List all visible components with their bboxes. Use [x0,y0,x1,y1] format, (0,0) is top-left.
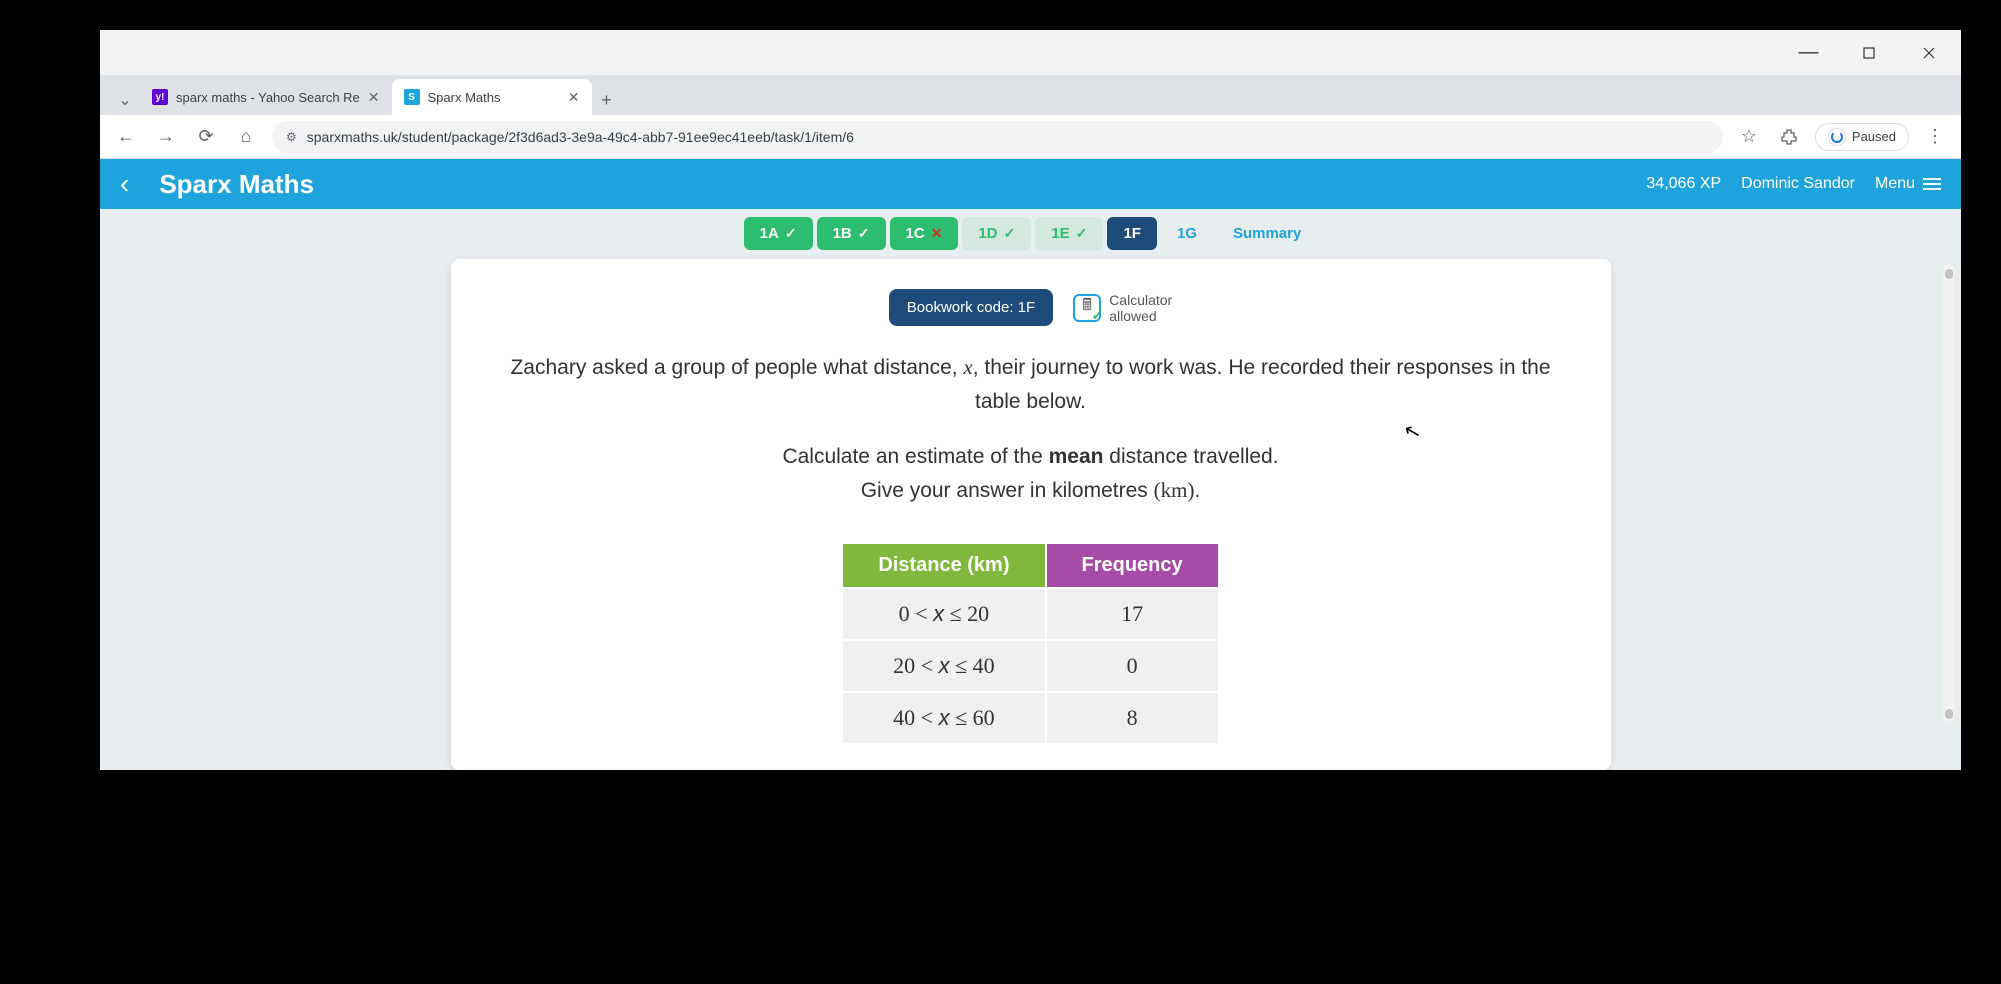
bookwork-row: Bookwork code: 1F ✓ Calculator allowed [491,289,1571,326]
frequency-cell: 0 [1046,640,1219,692]
task-tab-label: 1F [1123,225,1141,242]
window-minimize-button[interactable]: — [1786,38,1831,68]
new-tab-button[interactable]: + [592,85,622,115]
sparx-back-button[interactable]: ‹ [120,168,129,200]
question-fragment: . [1194,479,1200,502]
frequency-cell: 17 [1046,588,1219,640]
browser-menu-button[interactable]: ⋮ [1921,123,1949,151]
task-tab-label: 1B [833,225,852,242]
task-tab-label: 1C [906,225,925,242]
calculator-allowed-chip: ✓ Calculator allowed [1073,292,1172,324]
task-tab-label: Summary [1233,225,1301,242]
paused-label: Paused [1852,129,1896,144]
task-navigation: 1A ✓ 1B ✓ 1C ✕ 1D ✓ 1E ✓ 1F 1G Summary [744,217,1318,250]
browser-tab-sparx[interactable]: S Sparx Maths ✕ [392,79,592,115]
nav-reload-button[interactable]: ⟳ [192,123,220,151]
question-fragment: , their journey to work was. He recorded… [973,356,1551,413]
question-fragment: distance travelled. [1103,445,1278,468]
task-tab-1a[interactable]: 1A ✓ [744,217,813,250]
task-tab-label: 1E [1051,225,1069,242]
content-area: 1A ✓ 1B ✓ 1C ✕ 1D ✓ 1E ✓ 1F 1G Summary ↖ Bookwork co… [100,209,1961,770]
check-icon: ✓ [858,225,870,242]
task-tab-1f[interactable]: 1F [1107,217,1157,250]
check-icon: ✓ [1076,225,1088,242]
url-bar: ← → ⟳ ⌂ ⚙ sparxmaths.uk/student/package/… [100,115,1961,159]
question-unit: (km) [1154,478,1195,502]
distance-cell: 40 < x ≤ 60 [842,692,1045,744]
yahoo-favicon-icon: y! [152,89,168,105]
profile-paused-chip[interactable]: Paused [1815,123,1909,151]
task-tab-summary[interactable]: Summary [1217,217,1317,250]
nav-home-button[interactable]: ⌂ [232,123,260,151]
url-text: sparxmaths.uk/student/package/2f3d6ad3-3… [307,129,854,145]
question-fragment: Calculate an estimate of the [782,445,1048,468]
scrollbar[interactable] [1943,264,1955,724]
tab-strip: ⌄ y! sparx maths - Yahoo Search Re ✕ S S… [100,75,1961,115]
browser-tab-yahoo[interactable]: y! sparx maths - Yahoo Search Re ✕ [140,79,392,115]
browser-window: — ⌄ y! sparx maths - Yahoo Search Re ✕ S… [100,30,1961,770]
tab-close-button[interactable]: ✕ [568,89,580,106]
task-tab-label: 1A [760,225,779,242]
calculator-label-1: Calculator [1109,292,1172,308]
task-tab-label: 1G [1177,225,1197,242]
bookmark-star-icon[interactable]: ☆ [1735,123,1763,151]
frequency-cell: 8 [1046,692,1219,744]
window-maximize-button[interactable] [1846,38,1891,68]
table-row: 20 < x ≤ 400 [842,640,1218,692]
url-input[interactable]: ⚙ sparxmaths.uk/student/package/2f3d6ad3… [272,121,1723,153]
calculator-icon: ✓ [1073,294,1101,322]
calculator-label-2: allowed [1109,308,1172,324]
cross-icon: ✕ [931,225,943,242]
question-fragment: Zachary asked a group of people what dis… [510,356,963,379]
url-actions: ☆ Paused ⋮ [1735,123,1949,151]
site-settings-icon[interactable]: ⚙ [286,130,297,144]
menu-label: Menu [1875,175,1915,193]
nav-back-button[interactable]: ← [112,123,140,151]
tab-title: sparx maths - Yahoo Search Re [176,90,360,105]
table-header-frequency: Frequency [1046,543,1219,588]
window-close-button[interactable] [1906,38,1951,68]
sparx-favicon-icon: S [404,89,420,105]
distance-cell: 20 < x ≤ 40 [842,640,1045,692]
distance-cell: 0 < x ≤ 20 [842,588,1045,640]
task-tab-1e[interactable]: 1E ✓ [1035,217,1103,250]
check-icon: ✓ [785,225,797,242]
task-tab-1b[interactable]: 1B ✓ [817,217,886,250]
xp-counter: 34,066 XP [1646,175,1721,193]
table-row: 40 < x ≤ 608 [842,692,1218,744]
sparx-logo[interactable]: Sparx Maths [159,169,1646,200]
sparx-menu-button[interactable]: Menu [1875,175,1941,193]
profile-avatar-icon [1828,128,1846,146]
question-variable: x [963,355,972,379]
hamburger-icon [1923,178,1941,190]
question-emphasis: mean [1049,445,1104,468]
question-fragment: Give your answer in kilometres [861,479,1154,502]
task-tab-1d[interactable]: 1D ✓ [962,217,1031,250]
table-row: 0 < x ≤ 2017 [842,588,1218,640]
tab-search-button[interactable]: ⌄ [110,85,140,115]
extensions-icon[interactable] [1775,123,1803,151]
sparx-header: ‹ Sparx Maths 34,066 XP Dominic Sandor M… [100,159,1961,209]
tab-title: Sparx Maths [428,90,560,105]
question-card: ↖ Bookwork code: 1F ✓ Calculator allowed… [451,259,1611,770]
user-name: Dominic Sandor [1741,175,1855,193]
nav-forward-button[interactable]: → [152,123,180,151]
bookwork-code-chip: Bookwork code: 1F [889,289,1053,326]
task-tab-1g[interactable]: 1G [1161,217,1213,250]
window-titlebar: — [100,30,1961,75]
task-tab-1c[interactable]: 1C ✕ [890,217,959,250]
task-tab-label: 1D [978,225,997,242]
check-icon: ✓ [1004,225,1016,242]
frequency-table: Distance (km) Frequency 0 < x ≤ 201720 <… [841,542,1219,745]
table-header-distance: Distance (km) [842,543,1045,588]
tab-close-button[interactable]: ✕ [368,89,380,106]
